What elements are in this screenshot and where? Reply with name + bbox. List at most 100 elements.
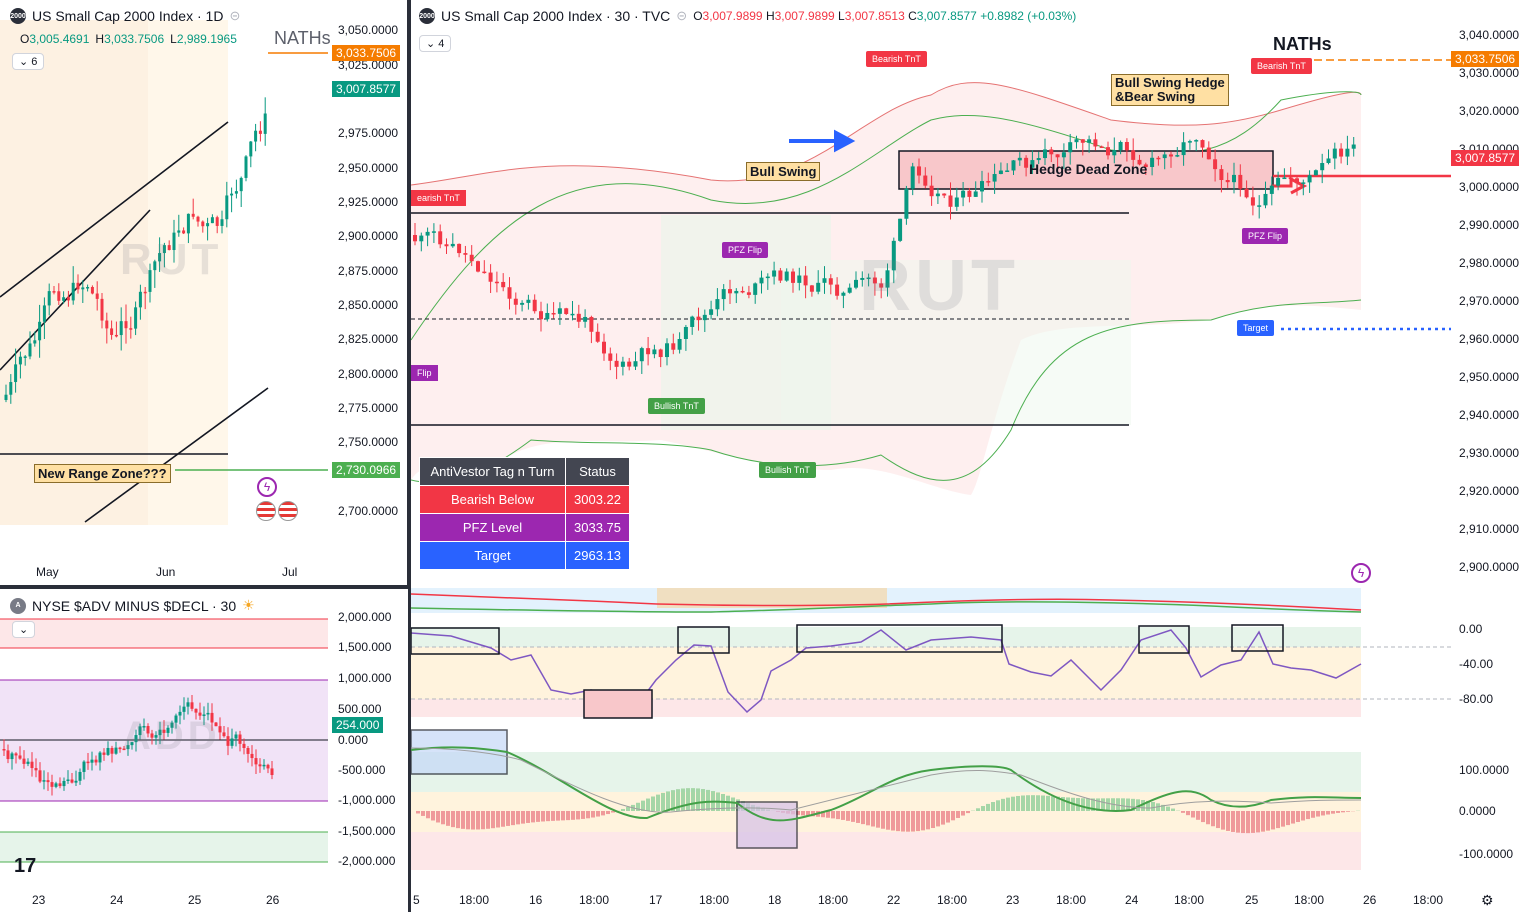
histogram-bar — [541, 811, 545, 822]
main-indicators-toggle[interactable]: ⌄ 4 — [419, 35, 452, 52]
breadth-tick-label: 2,000.000 — [338, 610, 392, 624]
bull-zone-2 — [781, 260, 1131, 425]
pane-splitter-horizontal[interactable] — [0, 585, 408, 589]
candle-body — [234, 191, 238, 194]
candle-body — [910, 166, 915, 189]
candle-body — [1156, 157, 1161, 160]
histogram-bar — [1086, 798, 1090, 811]
candle-body — [254, 758, 258, 765]
table-header-status: Status — [565, 457, 630, 486]
candle-body — [174, 715, 178, 723]
candle-body — [26, 761, 30, 764]
candle-body — [1187, 141, 1192, 143]
main-price-tick: 2,970.0000 — [1459, 294, 1520, 308]
main-eye-icon[interactable]: ⊝ — [676, 8, 688, 23]
main-lightning-icon[interactable]: ϟ — [1351, 563, 1371, 583]
candle-body — [215, 217, 219, 226]
candle-body — [973, 191, 978, 197]
histogram-bar — [946, 811, 950, 823]
candle-body — [239, 177, 243, 192]
main-nath-label: NATHs — [1273, 34, 1332, 54]
candle-body — [658, 349, 663, 358]
candle-body — [967, 190, 972, 197]
candle-body — [1206, 147, 1211, 160]
bearish-tnt-label-1: Bearish TnT — [866, 51, 927, 67]
tradingview-logo-icon[interactable]: 17 — [14, 855, 37, 877]
candle-body — [539, 311, 543, 320]
histogram-bar — [481, 811, 485, 830]
histogram-bar — [1256, 811, 1260, 833]
candle-body — [778, 270, 783, 281]
histogram-bar — [896, 811, 900, 832]
indicators-toggle[interactable]: ⌄ 6 — [12, 53, 45, 70]
candle-body — [1099, 146, 1104, 148]
candle-body — [866, 277, 871, 280]
candle-body — [230, 193, 234, 196]
candle-body — [94, 759, 98, 763]
histogram-bar — [886, 811, 890, 830]
candle-body — [186, 213, 190, 234]
histogram-bar — [1106, 798, 1110, 811]
breadth-tick-label: 0.000 — [338, 733, 369, 747]
candle-body — [1017, 157, 1022, 161]
histogram-bar — [646, 798, 650, 811]
main-candles — [413, 132, 1356, 380]
candle-body — [4, 394, 8, 400]
lightning-icon[interactable]: ϟ — [257, 477, 277, 497]
candle-body — [100, 298, 104, 321]
candle-body — [166, 727, 170, 733]
main-chart[interactable]: 2000 US Small Cap 2000 Index · 30 · TVC … — [411, 0, 1522, 912]
histogram-bar — [1346, 811, 1350, 812]
candle-body — [102, 752, 106, 755]
candle-body — [469, 254, 474, 262]
main-price-tick: 2,930.0000 — [1459, 446, 1520, 460]
eye-icon[interactable]: ⊝ — [229, 8, 241, 23]
candle-body — [652, 349, 657, 355]
candle-body — [1124, 141, 1129, 151]
bearish-tnt-label-2: Bearish TnT — [1251, 58, 1312, 74]
candle-body — [1131, 150, 1136, 160]
histogram-bar — [626, 806, 630, 811]
histogram-bar — [731, 797, 735, 811]
price-tick-label: 3,050.0000 — [338, 23, 399, 37]
histogram-bar — [1116, 798, 1120, 811]
pane-splitter-vertical[interactable] — [407, 0, 411, 912]
candle-body — [182, 706, 186, 712]
breadth-collapse-toggle[interactable]: ⌄ — [12, 621, 36, 638]
candle-body — [1232, 174, 1236, 183]
histogram-bar — [421, 811, 425, 816]
candle-body — [715, 299, 720, 310]
candle-body — [153, 261, 157, 271]
us-flag-icon — [256, 501, 276, 521]
bull-swing-hedge-note: Bull Swing Hedge &Bear Swing — [1111, 74, 1229, 106]
candle-body — [10, 753, 14, 760]
histogram-bar — [521, 811, 525, 824]
breadth-lower-band — [0, 832, 328, 862]
breadth-tick-label: 500.000 — [338, 702, 382, 716]
histogram-bar — [891, 811, 895, 831]
histogram-bar — [441, 811, 445, 825]
candle-body — [513, 298, 518, 305]
candle-body — [998, 170, 1003, 175]
settings-gear-icon[interactable]: ⚙ — [1481, 892, 1494, 908]
left-daily-chart[interactable]: 2000 US Small Cap 2000 Index · 1D ⊝ O3,0… — [0, 0, 408, 585]
histogram-bar — [856, 811, 860, 823]
candle-body — [1313, 170, 1318, 176]
main-watermark: RUT — [859, 246, 1019, 326]
candle-body — [262, 764, 266, 767]
histogram-bar — [1326, 811, 1330, 815]
breadth-chart[interactable]: A NYSE $ADV MINUS $DECL · 30 ☀ ⌄ ADD 2,0… — [0, 589, 408, 912]
candle-body — [1061, 152, 1066, 158]
price-tick-label: 2,900.0000 — [338, 229, 399, 243]
histogram-bar — [611, 811, 615, 813]
candle-body — [620, 361, 625, 367]
histogram-bar — [1276, 811, 1280, 829]
candle-body — [444, 244, 449, 247]
candle-body — [847, 287, 852, 293]
candle-body — [1005, 170, 1010, 172]
histogram-bar — [1161, 804, 1165, 811]
candle-body — [576, 313, 581, 322]
breadth-logo-icon: A — [10, 597, 26, 614]
histogram-bar — [1026, 795, 1030, 811]
histogram-bar — [1206, 811, 1210, 825]
